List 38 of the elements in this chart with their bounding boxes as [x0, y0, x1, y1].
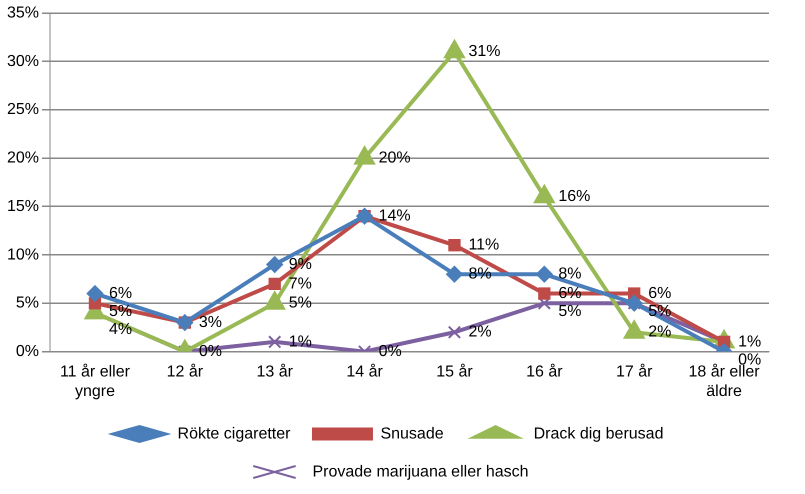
x-tick-label: 12 år — [166, 364, 204, 381]
y-tick-label: 15% — [6, 198, 40, 215]
data-label: 4% — [108, 320, 132, 338]
x-tick-label: 16 år — [526, 364, 564, 381]
data-label: 8% — [558, 266, 582, 283]
y-tick-label: 10% — [6, 246, 40, 264]
data-label: 0% — [378, 343, 402, 360]
x-tick-label: 17 år — [616, 364, 654, 381]
data-label: 6% — [558, 284, 582, 302]
data-label: 20% — [378, 150, 411, 167]
data-label: 14% — [378, 208, 411, 225]
data-label: 7% — [288, 275, 312, 292]
data-label: 16% — [558, 188, 590, 206]
y-tick-label: 0% — [16, 343, 40, 360]
data-label: 1% — [738, 333, 762, 350]
x-tick-label: 14 år — [346, 364, 384, 381]
legend-label: Drack dig berusad — [534, 425, 664, 442]
data-label: 2% — [468, 324, 492, 341]
data-label: 6% — [108, 284, 132, 302]
y-tick-label: 20% — [6, 150, 40, 167]
data-label: 5% — [648, 302, 672, 320]
y-tick-label: 25% — [6, 101, 40, 118]
data-label: 5% — [288, 294, 312, 312]
y-tick-label: 5% — [16, 294, 40, 312]
data-label: 11% — [468, 236, 500, 254]
y-tick-label: 35% — [6, 4, 40, 22]
data-label: 5% — [558, 302, 582, 320]
x-tick-label: 11 år eller yngre — [60, 364, 131, 400]
y-tick-label: 30% — [6, 52, 40, 70]
data-label: 3% — [198, 314, 222, 331]
x-tick-label: 13 år — [256, 364, 294, 381]
legend-label: Snusade — [380, 425, 444, 442]
x-tick-label: 15 år — [436, 364, 474, 381]
data-label: 31% — [468, 43, 500, 60]
legend-label: Rökte cigaretter — [178, 425, 292, 442]
legend-label: Provade marijuana eller hasch — [312, 463, 529, 480]
data-label: 8% — [468, 266, 492, 283]
data-label: 6% — [648, 284, 672, 302]
